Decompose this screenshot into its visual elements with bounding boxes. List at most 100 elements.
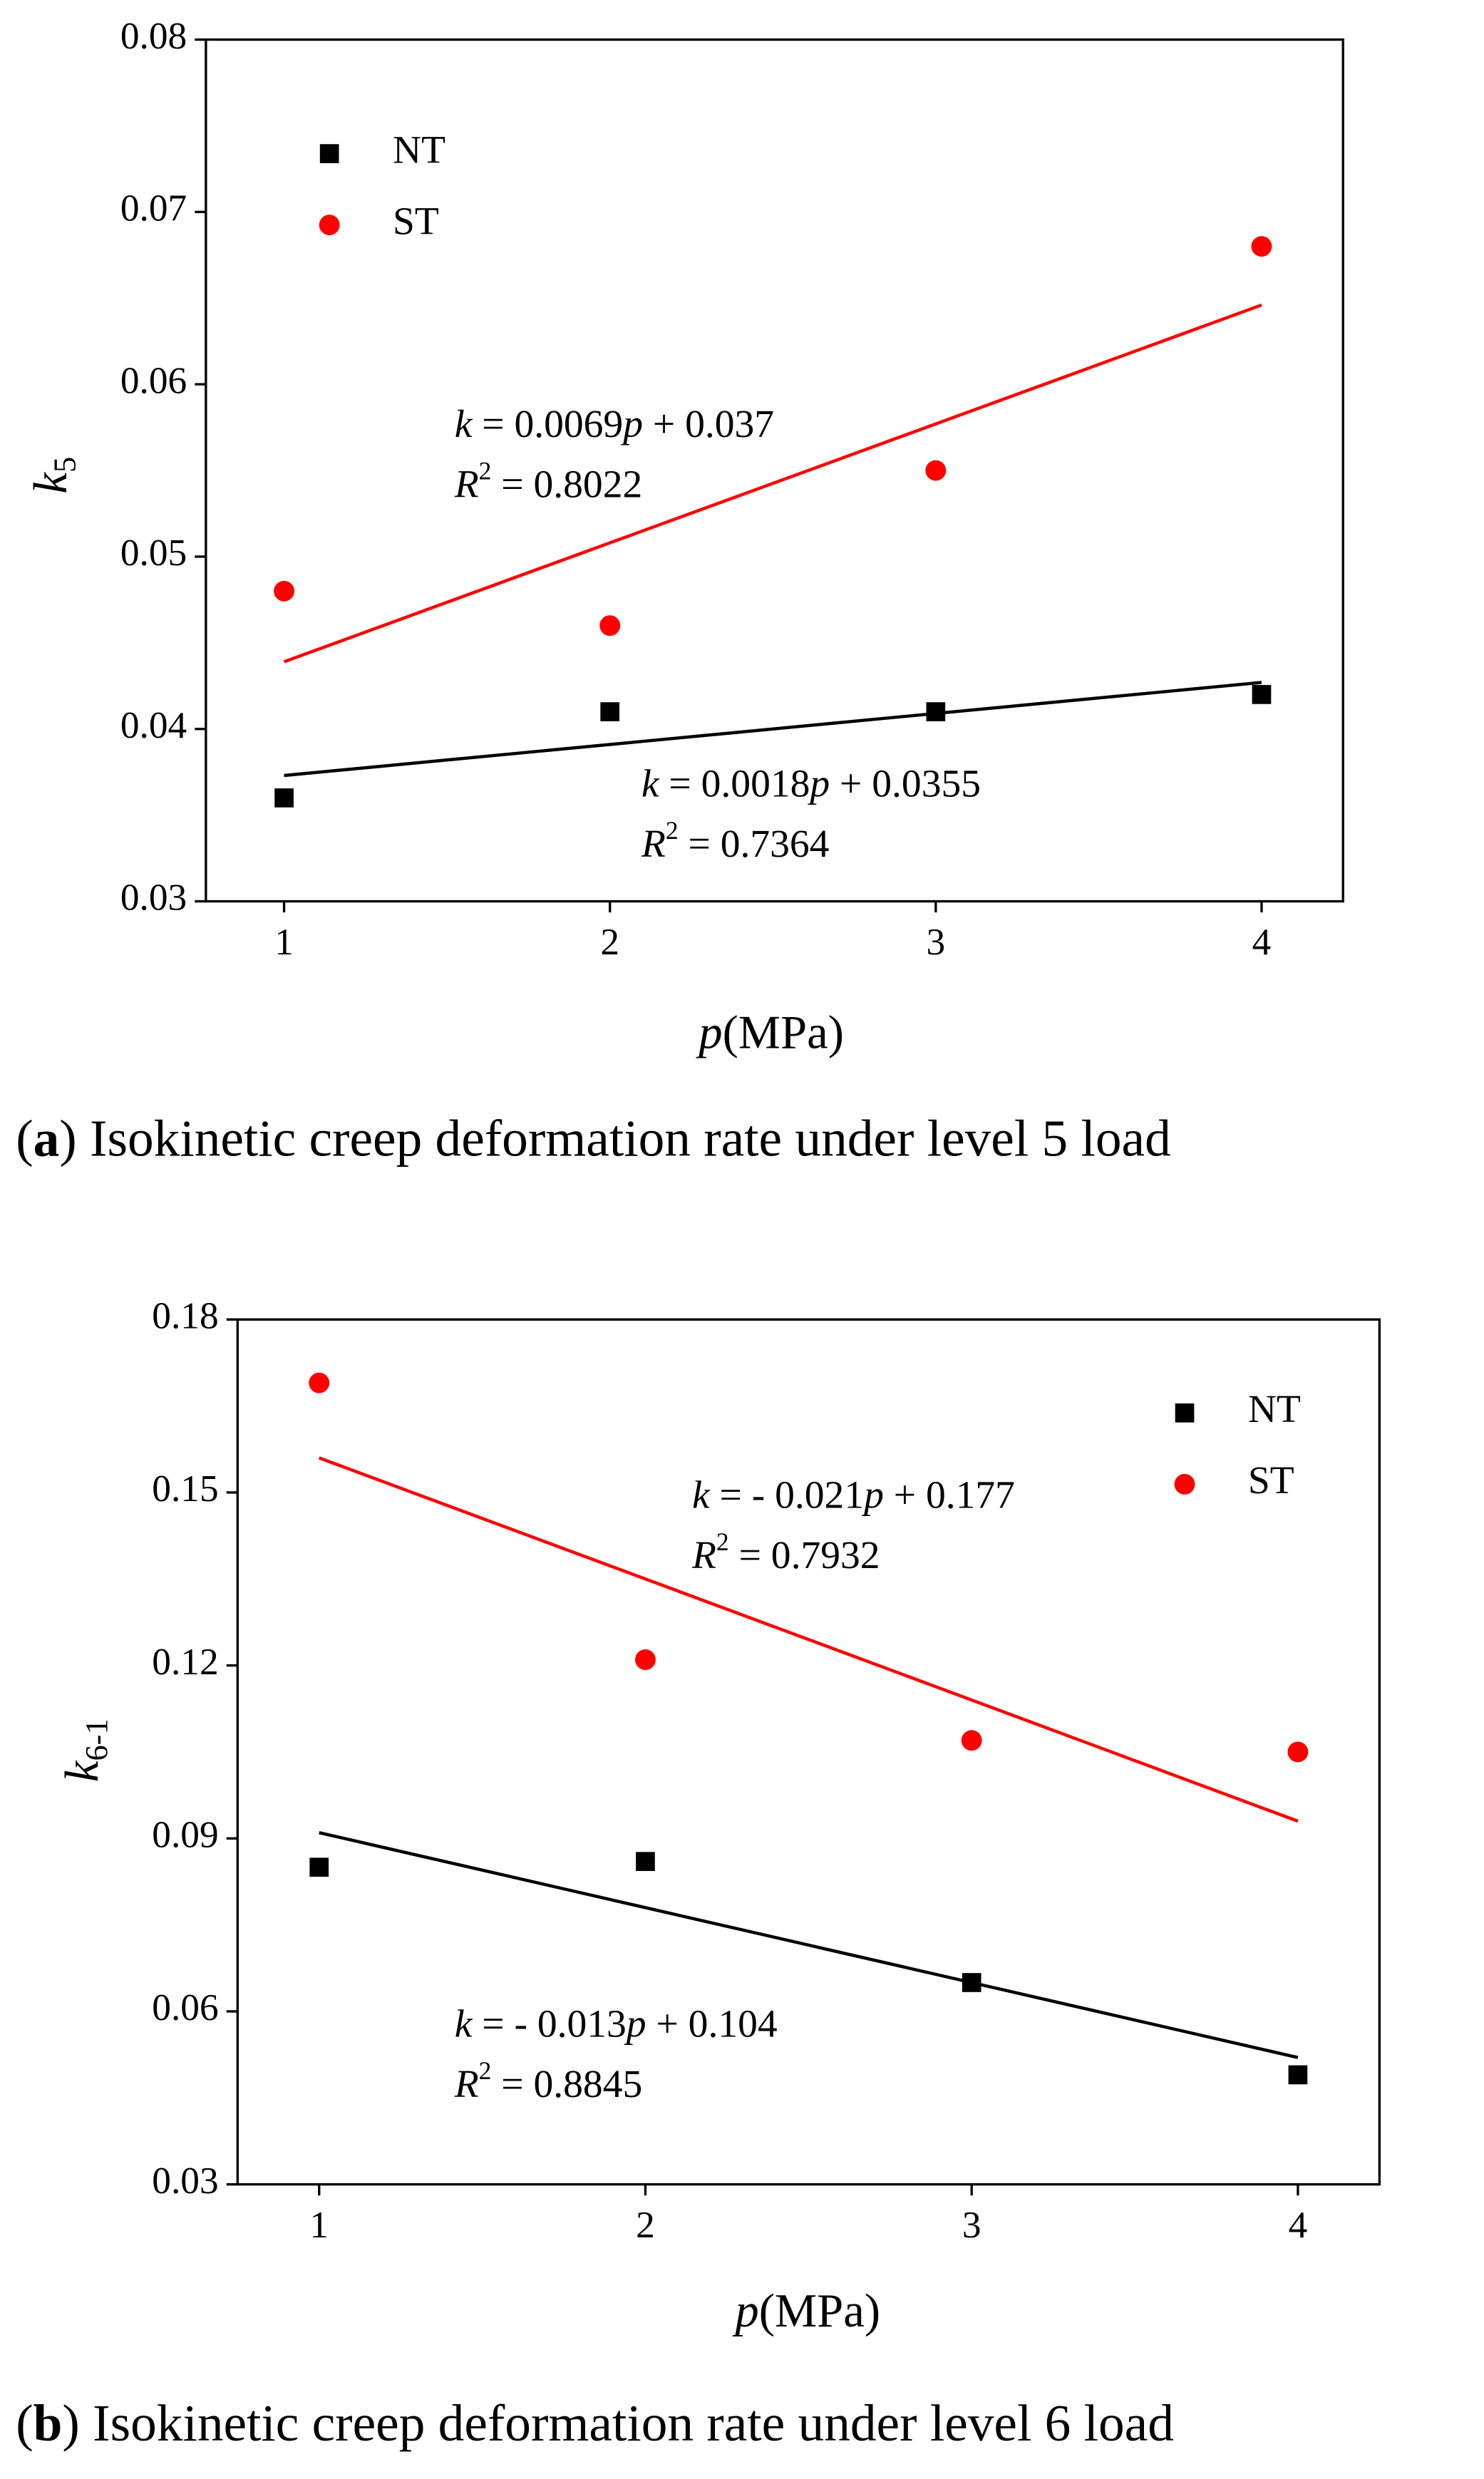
data-point xyxy=(962,1973,981,1992)
x-label-var: p xyxy=(732,2285,758,2337)
legend-marker xyxy=(319,144,339,163)
r2-symbol: R xyxy=(454,2062,479,2106)
caption-letter: a xyxy=(34,1109,60,1167)
legend-marker xyxy=(319,215,340,236)
r2-value: = 0.7364 xyxy=(679,822,830,866)
y-tick-label: 0.07 xyxy=(120,187,187,230)
r2-sup: 2 xyxy=(666,816,679,845)
x-axis-label: p(MPa) xyxy=(732,2285,880,2337)
equation-part: = 0.0069 xyxy=(472,402,623,446)
data-point xyxy=(1288,2065,1308,2085)
legend-label: NT xyxy=(393,128,445,172)
r2-sup: 2 xyxy=(479,457,492,485)
y-tick-label: 0.03 xyxy=(120,876,187,919)
data-point xyxy=(925,460,947,481)
y-tick-label: 0.12 xyxy=(152,1640,218,1683)
data-point xyxy=(1251,236,1272,257)
fit-line xyxy=(283,303,1262,664)
r2-value: = 0.7932 xyxy=(729,1533,880,1577)
caption: (b) Isokinetic creep deformation rate un… xyxy=(16,2394,1174,2452)
equation-part: k xyxy=(455,402,473,446)
x-label-unit: (MPa) xyxy=(759,2285,880,2337)
r2-symbol: R xyxy=(691,1533,716,1577)
plot-frame xyxy=(236,1318,1381,2186)
data-point xyxy=(274,788,294,808)
fit-equation: k = 0.0069p + 0.037 xyxy=(455,402,774,446)
caption-open: ( xyxy=(16,2394,33,2452)
caption-text: ) Isokinetic creep deformation rate unde… xyxy=(59,1109,1170,1167)
x-label-var: p xyxy=(696,1007,722,1059)
equation-part: = 0.0018 xyxy=(659,761,810,805)
y-tick-label: 0.18 xyxy=(152,1294,218,1336)
equation-part: = - 0.013 xyxy=(472,2001,626,2046)
data-point xyxy=(636,1852,655,1871)
x-tick-label: 1 xyxy=(274,920,294,963)
y-axis-label: k6-1 xyxy=(57,1718,115,1782)
r2-sup: 2 xyxy=(479,2056,492,2085)
x-label-unit: (MPa) xyxy=(723,1007,844,1059)
r-squared: R2 = 0.7364 xyxy=(641,816,830,866)
fit-equation: k = - 0.021p + 0.177 xyxy=(692,1473,1015,1517)
equation-part: p xyxy=(620,402,643,446)
equation-part: k xyxy=(455,2001,473,2046)
legend-label: ST xyxy=(393,199,439,243)
y-tick-label: 0.09 xyxy=(152,1813,218,1856)
legend-label: NT xyxy=(1248,1387,1301,1431)
equation-part: p xyxy=(624,2001,646,2046)
x-axis-label: p(MPa) xyxy=(696,1007,844,1059)
y-tick-label: 0.06 xyxy=(120,359,187,401)
fit-equation: k = 0.0018p + 0.0355 xyxy=(641,761,981,805)
data-point xyxy=(926,702,946,721)
r2-value: = 0.8022 xyxy=(491,462,642,506)
equation-part: k xyxy=(641,761,660,805)
data-point xyxy=(1287,1741,1309,1763)
data-point xyxy=(600,702,620,721)
y-tick-label: 0.05 xyxy=(120,531,187,574)
r-squared: R2 = 0.8022 xyxy=(454,457,643,507)
data-point xyxy=(599,615,621,636)
fit-line xyxy=(319,1831,1299,2059)
fit-line xyxy=(318,1456,1299,1823)
equation-part: + 0.104 xyxy=(646,2001,778,2046)
legend-marker xyxy=(1174,1473,1195,1495)
x-tick-label: 1 xyxy=(309,2203,329,2246)
r-squared: R2 = 0.7932 xyxy=(691,1527,880,1577)
plot-frame xyxy=(205,38,1344,903)
r2-symbol: R xyxy=(454,462,479,506)
y-tick-label: 0.15 xyxy=(152,1467,218,1510)
x-tick-label: 4 xyxy=(1252,920,1272,963)
fit-equation: k = - 0.013p + 0.104 xyxy=(455,2001,778,2046)
x-tick-label: 3 xyxy=(962,2203,981,2246)
data-point xyxy=(635,1649,656,1670)
legend-marker xyxy=(1175,1403,1195,1423)
equation-part: + 0.177 xyxy=(884,1473,1015,1517)
y-tick-label: 0.08 xyxy=(120,14,187,57)
caption: (a) Isokinetic creep deformation rate un… xyxy=(16,1109,1171,1167)
equation-part: + 0.037 xyxy=(643,402,774,446)
y-tick-label: 0.03 xyxy=(152,2159,218,2202)
caption-text: ) Isokinetic creep deformation rate unde… xyxy=(62,2394,1173,2452)
data-point xyxy=(274,580,295,602)
y-label-var: k xyxy=(25,472,77,494)
y-label-sub: 6-1 xyxy=(78,1718,114,1761)
r2-symbol: R xyxy=(641,822,666,866)
equation-part: + 0.0355 xyxy=(830,761,981,805)
x-tick-label: 4 xyxy=(1289,2203,1308,2246)
x-tick-label: 2 xyxy=(600,920,619,963)
y-label-var: k xyxy=(57,1760,109,1782)
y-axis-label: k5 xyxy=(25,457,83,494)
legend-label: ST xyxy=(1248,1458,1294,1503)
y-tick-label: 0.06 xyxy=(152,1986,218,2029)
r-squared: R2 = 0.8845 xyxy=(454,2056,643,2106)
equation-part: p xyxy=(807,761,830,805)
data-point xyxy=(309,1372,330,1393)
fit-line xyxy=(284,681,1262,778)
r2-sup: 2 xyxy=(716,1527,729,1556)
caption-letter: b xyxy=(34,2394,63,2452)
data-point xyxy=(961,1730,982,1751)
equation-part: = - 0.021 xyxy=(710,1473,864,1517)
equation-part: k xyxy=(692,1473,711,1517)
x-tick-label: 3 xyxy=(926,920,945,963)
